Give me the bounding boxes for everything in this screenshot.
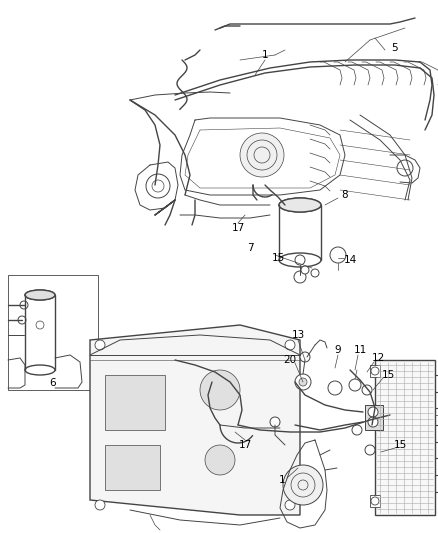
- Ellipse shape: [25, 290, 55, 300]
- Circle shape: [270, 417, 280, 427]
- Circle shape: [240, 133, 284, 177]
- Text: 17: 17: [238, 440, 251, 450]
- Circle shape: [362, 385, 372, 395]
- Ellipse shape: [25, 290, 55, 300]
- Circle shape: [20, 301, 28, 309]
- Circle shape: [368, 417, 378, 427]
- Circle shape: [36, 321, 44, 329]
- Bar: [370, 365, 380, 377]
- Circle shape: [300, 352, 310, 362]
- Ellipse shape: [25, 365, 55, 375]
- Circle shape: [328, 381, 342, 395]
- Circle shape: [294, 271, 306, 283]
- Circle shape: [311, 269, 319, 277]
- Circle shape: [397, 160, 413, 176]
- Circle shape: [330, 247, 346, 263]
- Text: 8: 8: [342, 190, 348, 200]
- Circle shape: [299, 378, 307, 386]
- Text: 11: 11: [353, 345, 367, 355]
- Circle shape: [365, 445, 375, 455]
- Polygon shape: [90, 325, 300, 515]
- Text: 15: 15: [272, 253, 285, 263]
- Bar: [365, 405, 383, 430]
- Text: 15: 15: [381, 370, 395, 380]
- Circle shape: [18, 316, 26, 324]
- Bar: [370, 495, 380, 507]
- Bar: [8, 275, 98, 390]
- Circle shape: [200, 370, 240, 410]
- Circle shape: [352, 425, 362, 435]
- Circle shape: [371, 497, 379, 505]
- Bar: [375, 360, 435, 515]
- Text: 1: 1: [261, 50, 268, 60]
- Circle shape: [283, 465, 323, 505]
- Circle shape: [205, 445, 235, 475]
- Bar: [105, 375, 165, 430]
- Text: 7: 7: [247, 243, 253, 253]
- Text: 13: 13: [291, 330, 304, 340]
- Bar: [105, 445, 160, 490]
- Ellipse shape: [279, 253, 321, 267]
- Circle shape: [301, 266, 309, 274]
- Circle shape: [95, 340, 105, 350]
- Circle shape: [371, 367, 379, 375]
- Text: 5: 5: [392, 43, 398, 53]
- Text: 20: 20: [283, 355, 297, 365]
- Text: 14: 14: [343, 255, 357, 265]
- Text: 9: 9: [335, 345, 341, 355]
- Circle shape: [95, 500, 105, 510]
- Text: 15: 15: [393, 440, 406, 450]
- Circle shape: [285, 500, 295, 510]
- Circle shape: [349, 379, 361, 391]
- Text: 17: 17: [231, 223, 245, 233]
- Text: 6: 6: [49, 378, 57, 388]
- Text: 1: 1: [279, 475, 285, 485]
- Circle shape: [295, 374, 311, 390]
- Circle shape: [295, 255, 305, 265]
- Circle shape: [368, 407, 378, 417]
- Circle shape: [285, 340, 295, 350]
- Ellipse shape: [279, 198, 321, 212]
- Text: 12: 12: [371, 353, 385, 363]
- Ellipse shape: [279, 198, 321, 212]
